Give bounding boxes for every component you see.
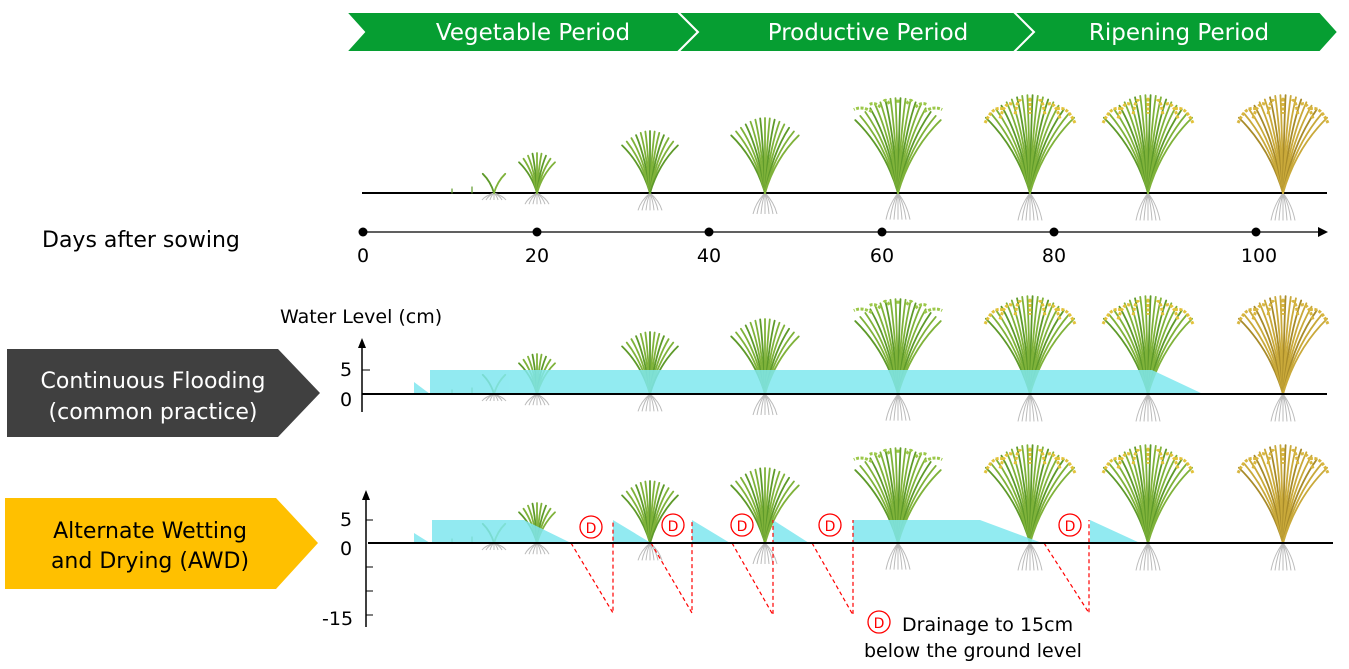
mature-rice-plant-icon <box>1236 94 1330 221</box>
timeline-tick-label: 60 <box>870 245 894 267</box>
flooding-y-arrowhead <box>358 338 366 348</box>
awd-tick-label-0: 0 <box>340 538 352 560</box>
timeline-arrowhead <box>1318 227 1328 237</box>
period-vegetable-label: Vegetable Period <box>436 20 630 46</box>
flowering-rice-plant-icon <box>853 97 943 220</box>
tillering-rice-plant-icon <box>730 117 800 215</box>
drainage-marker-icon <box>818 513 842 537</box>
timeline-tick-dot <box>877 227 887 237</box>
tillering-rice-plant-icon <box>730 318 800 416</box>
legend-line1: Drainage to 15cm <box>902 614 1073 636</box>
period-ripening-arrow <box>1011 11 1340 53</box>
awd-drainage-lines <box>570 520 1090 618</box>
tillering-rice-plant-icon <box>621 130 679 211</box>
mature-rice-plant-icon <box>1236 295 1330 422</box>
flooding-water <box>414 370 1203 394</box>
drainage-marker-icon <box>730 513 754 537</box>
timeline-tick-dot <box>1251 227 1261 237</box>
awd-tick-label-minus15: -15 <box>322 608 353 630</box>
timeline-tick-label: 100 <box>1241 245 1277 267</box>
timeline-tick-dot <box>704 227 714 237</box>
drainage-marker-icon <box>661 513 685 537</box>
awd-label-line1: Alternate Wetting <box>53 519 247 544</box>
flowering-rice-plant-icon <box>853 447 943 570</box>
timeline-tick-label: 0 <box>357 245 369 267</box>
timeline-tick-dot <box>1049 227 1059 237</box>
drainage-marker-icon <box>1058 513 1082 537</box>
ripening-rice-plant-icon <box>983 295 1077 422</box>
flooding-label-box <box>7 349 320 437</box>
mature-rice-plant-icon <box>1236 444 1330 571</box>
ripening-rice-plant-icon <box>983 94 1077 221</box>
water-level-axis-label: Water Level (cm) <box>280 306 442 328</box>
legend-drainage-marker: D <box>874 616 885 632</box>
legend-drainage-icon <box>867 610 891 634</box>
awd-water-flood-2 <box>613 520 651 543</box>
flooding-tick-label-0: 0 <box>340 389 352 411</box>
legend-line2: below the ground level <box>864 640 1082 662</box>
awd-tick-label-5: 5 <box>340 509 352 531</box>
flooding-label-line2: (common practice) <box>49 400 258 425</box>
awd-label-line2: and Drying (AWD) <box>51 549 249 574</box>
tillering-rice-plant-icon <box>730 467 800 565</box>
timeline-ticks: 0 20 40 60 80 100 <box>357 227 1277 267</box>
awd-y-arrowhead <box>362 490 370 500</box>
awd-label-box <box>5 498 318 589</box>
young-rice-plant-icon <box>518 152 556 205</box>
seedling-icon <box>481 172 507 201</box>
plants-growth-row <box>451 94 1330 221</box>
drainage-legend: D Drainage to 15cm below the ground leve… <box>864 610 1082 662</box>
awd-water-flood-5 <box>853 520 1042 543</box>
drainage-marker-label: D <box>586 521 597 537</box>
flooding-water-body <box>430 370 1203 394</box>
drainage-marker-label: D <box>668 519 679 535</box>
ripening-rice-plant-icon <box>983 444 1077 571</box>
awd-water-flood-6 <box>1090 520 1140 543</box>
period-productive-label: Productive Period <box>768 20 969 46</box>
awd-water-flood-1 <box>432 520 571 543</box>
awd-water-initial <box>414 533 430 543</box>
timeline-tick-dot <box>532 227 542 237</box>
drainage-line-1 <box>570 520 614 616</box>
timeline-tick-label: 80 <box>1042 245 1066 267</box>
awd-water-flood-4 <box>773 520 809 543</box>
timeline-tick-dot <box>358 227 368 237</box>
awd-water <box>414 520 1140 543</box>
drainage-marker-icon <box>579 515 603 539</box>
timeline-tick-label: 40 <box>697 245 721 267</box>
tillering-rice-plant-icon <box>621 480 679 561</box>
ripening-rice-plant-icon <box>1101 444 1195 571</box>
plants-awd-row <box>451 444 1330 571</box>
flooding-label-line1: Continuous Flooding <box>41 369 266 394</box>
flooding-tick-label-5: 5 <box>340 359 352 381</box>
timeline-tick-label: 20 <box>525 245 549 267</box>
period-banner: Vegetable Period Productive Period Ripen… <box>343 11 1340 53</box>
days-after-sowing-label: Days after sowing <box>42 228 240 253</box>
awd-water-flood-3 <box>692 520 730 543</box>
flooding-water-initial <box>414 382 430 394</box>
flowering-rice-plant-icon <box>853 298 943 421</box>
drainage-line-2 <box>650 520 693 616</box>
drainage-marker-label: D <box>825 519 836 535</box>
ripening-rice-plant-icon <box>1101 295 1195 422</box>
plants-flooding-row <box>451 295 1330 422</box>
drainage-marker-label: D <box>1065 519 1076 535</box>
ripening-rice-plant-icon <box>1101 94 1195 221</box>
period-ripening-label: Ripening Period <box>1089 20 1269 46</box>
drainage-marker-label: D <box>737 519 748 535</box>
